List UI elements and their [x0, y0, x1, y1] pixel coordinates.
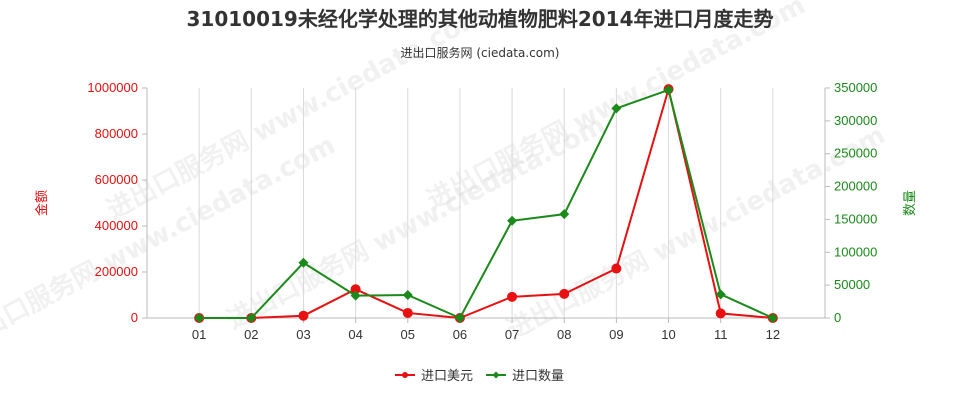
x-tick-label: 05 — [401, 327, 415, 342]
chart-title: 31010019未经化学处理的其他动植物肥料2014年进口月度走势 — [187, 7, 774, 31]
series-1-point — [715, 308, 726, 319]
series-2-point — [402, 290, 413, 300]
legend-marker-2 — [492, 371, 500, 379]
y-right-tick-label: 100000 — [834, 244, 877, 259]
x-tick-label: 01 — [192, 327, 206, 342]
y-right-tick-label: 0 — [834, 310, 841, 325]
legend-label-2: 进口数量 — [512, 369, 564, 384]
y-left-tick-label: 800000 — [95, 126, 138, 141]
y-right-tick-label: 200000 — [834, 179, 877, 194]
y-left-tick-label: 400000 — [95, 218, 138, 233]
series-2-point — [298, 257, 309, 268]
series-2-point — [611, 103, 622, 114]
y-right-tick-label: 350000 — [834, 80, 877, 95]
y-left-tick-label: 0 — [131, 310, 138, 325]
y-axis-left-title: 金额 — [34, 190, 50, 216]
x-tick-label: 03 — [296, 327, 310, 342]
series-2-point — [246, 313, 257, 323]
x-tick-label: 04 — [348, 327, 362, 342]
y-left-tick-label: 200000 — [95, 264, 138, 279]
x-tick-label: 09 — [609, 327, 623, 342]
series-1-point — [507, 291, 518, 302]
x-tick-label: 12 — [766, 327, 780, 342]
grid-lines — [198, 88, 774, 318]
series-2-point — [559, 209, 570, 220]
series-2-point — [715, 289, 726, 300]
series-2-point — [454, 313, 465, 323]
series-1-point — [559, 288, 570, 299]
tick-labels: 0 200000 400000 600000 800000 1000000 0 50000 10… — [87, 80, 877, 342]
series-2-point — [507, 215, 518, 226]
legend-label-1: 进口美元 — [421, 369, 473, 384]
x-tick-label: 10 — [661, 327, 675, 342]
series-1-point — [350, 284, 361, 295]
y-left-tick-label: 1000000 — [87, 80, 138, 95]
y-right-tick-label: 250000 — [834, 146, 877, 161]
legend[interactable]: 进口美元 进口数量 — [395, 369, 564, 384]
x-tick-label: 11 — [714, 327, 728, 342]
series-2-point — [350, 290, 361, 301]
legend-marker-1 — [402, 372, 408, 378]
y-axis-right-title: 数量 — [903, 190, 918, 216]
series-layer — [194, 84, 778, 323]
x-tick-label: 02 — [244, 327, 258, 342]
series-2-point — [663, 84, 674, 95]
series-line-2 — [199, 88, 774, 320]
x-tick-label: 08 — [557, 327, 571, 342]
series-1-point — [611, 263, 622, 274]
series-1-point — [402, 307, 413, 318]
y-right-tick-label: 300000 — [834, 113, 877, 128]
y-left-tick-label: 600000 — [95, 172, 138, 187]
series-1-point — [298, 310, 309, 321]
series-2-point — [767, 313, 778, 323]
series-2-point — [194, 313, 205, 323]
chart-subtitle: 进出口服务网 (ciedata.com) — [401, 45, 560, 60]
x-tick-label: 07 — [505, 327, 519, 342]
y-right-tick-label: 50000 — [834, 277, 870, 292]
y-right-tick-label: 150000 — [834, 211, 877, 226]
x-tick-label: 06 — [453, 327, 467, 342]
